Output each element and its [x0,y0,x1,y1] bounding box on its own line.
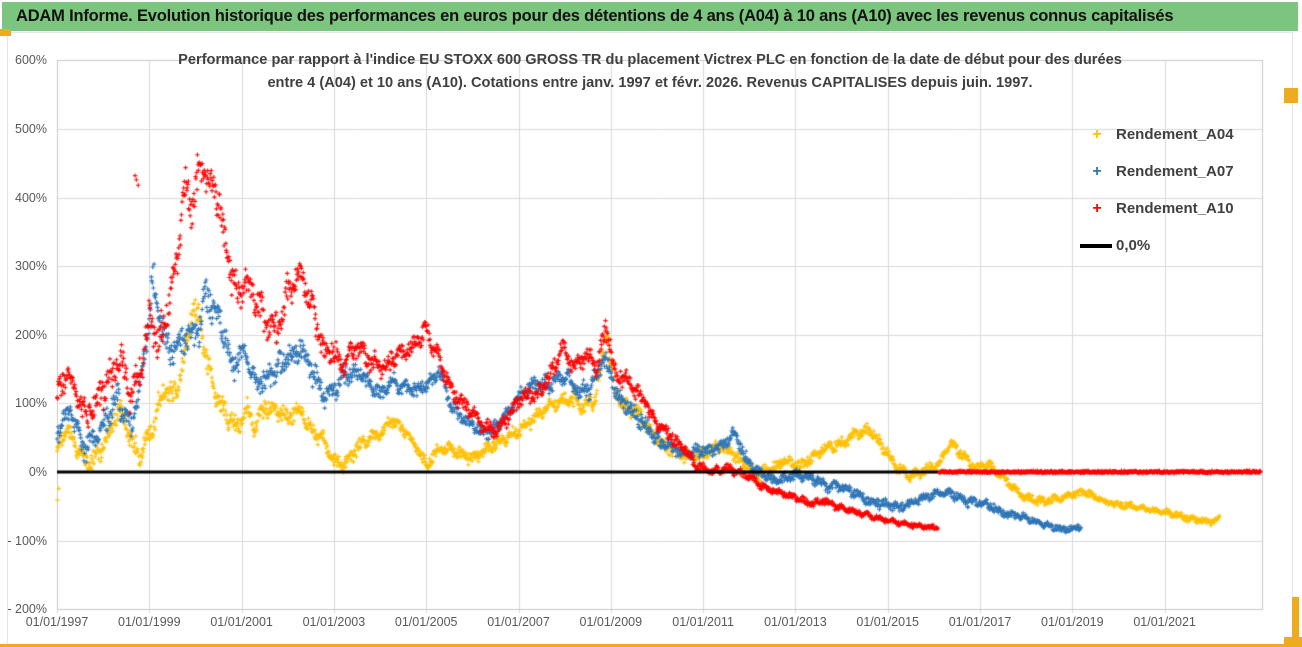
x-tick-label: 01/01/2011 [672,615,734,629]
y-tick-label: 100% [15,396,47,411]
legend-label: Rendement_A07 [1116,163,1234,180]
x-tick-label: 01/01/2007 [487,615,550,629]
plus-marker-icon: + [1092,199,1102,217]
x-tick-label: 01/01/2019 [1041,615,1104,629]
chart-title-line2: entre 4 (A04) et 10 ans (A10). Cotations… [267,75,1033,91]
gold-accent-bottom-line [0,644,1302,647]
chart-title: Performance par rapport à l'indice EU ST… [160,49,1140,95]
x-tick-label: 01/01/2015 [856,615,919,629]
legend-item-a07: + Rendement_A07 [1078,153,1258,190]
chart-title-line1: Performance par rapport à l'indice EU ST… [178,52,1122,68]
x-tick-label: 01/01/2009 [579,615,643,629]
x-tick-label: 01/01/1999 [118,615,181,629]
legend: + Rendement_A04 + Rendement_A07 + Rendem… [1078,116,1258,264]
legend-item-a04: + Rendement_A04 [1078,116,1258,153]
legend-item-a10: + Rendement_A10 [1078,190,1258,227]
legend-label: 0,0% [1116,237,1151,254]
x-tick-label: 01/01/2013 [764,615,827,629]
x-tick-label: 01/01/2005 [394,615,458,629]
y-tick-label: 500% [15,122,47,136]
y-tick-label: - 100% [7,533,47,548]
y-tick-label: 600% [15,53,47,68]
x-tick-label: 01/01/2001 [210,615,273,629]
y-tick-label: 300% [15,259,47,274]
y-tick-label: 200% [15,327,47,342]
gold-accent-corner [1284,637,1302,647]
legend-item-zero-line: 0,0% [1078,227,1258,264]
x-tick-label: 01/01/2003 [302,615,366,629]
x-tick-label: 01/01/2017 [948,615,1012,629]
legend-label: Rendement_A10 [1116,200,1234,217]
x-tick-label: 01/01/1997 [25,615,89,629]
plus-marker-icon: + [1092,162,1102,180]
gold-accent-top-right [1284,88,1298,103]
plus-marker-icon: + [1092,125,1102,143]
zero-line-icon [1080,243,1112,248]
gold-accent-right-bottom [1292,597,1299,647]
y-tick-label: - 200% [7,602,47,617]
gold-accent-top-left [0,29,11,36]
y-tick-label: 400% [15,190,47,205]
legend-label: Rendement_A04 [1116,126,1234,143]
x-tick-label: 01/01/2021 [1133,615,1196,629]
y-tick-label: 0% [28,465,47,479]
